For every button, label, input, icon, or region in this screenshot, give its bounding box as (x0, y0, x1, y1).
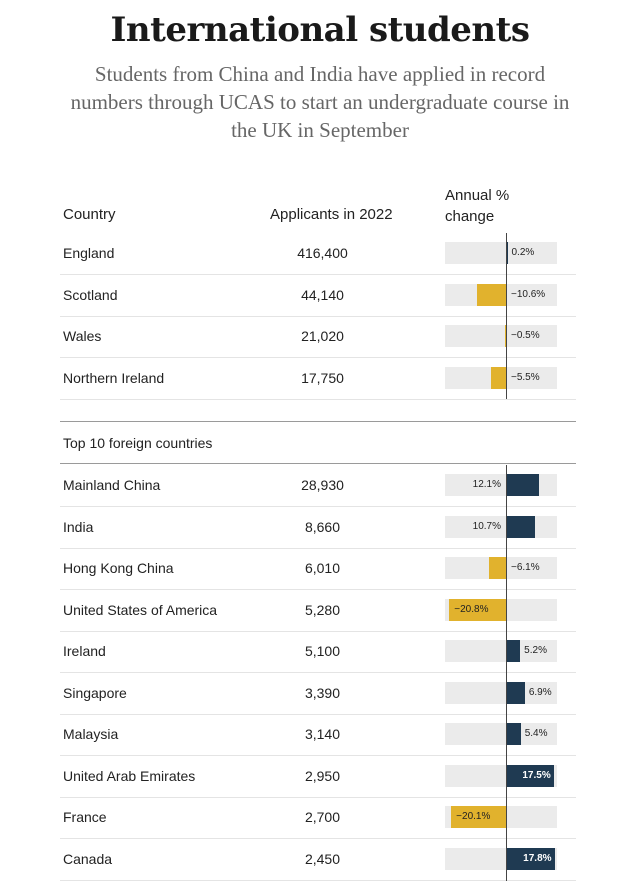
table-row: Singapore 3,390 6.9% (60, 673, 576, 715)
change-bar-negative (449, 598, 506, 621)
applicants-value: 3,140 (304, 726, 341, 742)
country-name: Wales (63, 328, 102, 344)
change-bar-negative (489, 557, 506, 579)
applicants-value: 8,660 (304, 518, 341, 535)
country-name: Canada (63, 850, 113, 867)
applicants-value: 5,280 (304, 601, 341, 618)
change-bar-negative (504, 325, 506, 347)
country-name: Malaysia (63, 726, 119, 742)
country-name: Singapore (63, 684, 127, 701)
table-row: Northern Ireland 17,750 −5.5% (60, 358, 576, 400)
table-row: Malaysia 3,140 5.4% (60, 714, 576, 756)
section-divider-top (60, 421, 576, 422)
country-name: United Arab Emirates (63, 767, 196, 784)
table-row: Hong Kong China 6,010 −6.1% (60, 548, 576, 590)
change-label: 10.7% (472, 520, 501, 532)
table-row: United States of America 5,280 −20.8% (60, 590, 576, 632)
change-bar-track (445, 723, 557, 745)
change-label: −0.5% (511, 330, 540, 341)
table-row: Wales 21,020 −0.5% (60, 316, 576, 358)
change-bar-track (445, 640, 557, 662)
change-label: 5.4% (524, 728, 548, 739)
change-label: −5.5% (511, 371, 540, 383)
table-row: Ireland 5,100 5.2% (60, 631, 576, 673)
zero-baseline-uk (506, 233, 507, 399)
applicants-value: 3,390 (304, 684, 341, 701)
applicants-value: 416,400 (297, 245, 348, 261)
column-header-applicants: Applicants in 2022 (270, 206, 393, 223)
applicants-value: 44,140 (301, 286, 344, 303)
change-bar-positive (506, 681, 525, 704)
country-name: India (63, 518, 94, 535)
page-title: International students (110, 10, 530, 50)
change-label: −10.6% (511, 288, 546, 300)
country-name: Northern Ireland (63, 369, 165, 386)
change-bar-positive (506, 474, 539, 496)
applicants-value: 6,010 (304, 560, 341, 576)
section-divider-bottom (60, 463, 576, 464)
change-label: 17.5% (522, 769, 551, 781)
change-bar-negative (491, 366, 506, 389)
country-name: England (63, 245, 115, 261)
country-name: Scotland (63, 286, 118, 303)
table-row: Canada 2,450 17.8% (60, 839, 576, 881)
applicants-value: 17,750 (301, 369, 344, 386)
table-row: United Arab Emirates 2,950 17.5% (60, 756, 576, 798)
country-name: United States of America (63, 601, 218, 618)
change-bar-positive (506, 847, 555, 870)
table-row: Mainland China 28,930 12.1% (60, 465, 576, 507)
applicants-value: 2,700 (304, 809, 341, 825)
change-bar-negative (451, 806, 506, 828)
table-row: India 8,660 10.7% (60, 507, 576, 549)
change-label: 17.8% (523, 852, 552, 864)
applicants-value: 2,950 (304, 767, 341, 784)
country-name: Ireland (63, 643, 106, 659)
table-row: Scotland 44,140 −10.6% (60, 275, 576, 317)
zero-baseline-foreign (506, 465, 507, 881)
applicants-value: 21,020 (301, 328, 344, 344)
applicants-value: 5,100 (304, 643, 341, 659)
country-name: Mainland China (63, 477, 161, 493)
change-bar-negative (477, 283, 506, 306)
column-header-annual-change: Annual % change (445, 187, 510, 225)
change-label: 0.2% (511, 247, 535, 258)
column-header-country: Country (63, 206, 116, 223)
change-bar-track (445, 681, 557, 704)
country-name: Hong Kong China (63, 560, 174, 576)
change-bar-positive (506, 764, 554, 787)
applicants-value: 2,450 (304, 850, 341, 867)
table-row: France 2,700 −20.1% (60, 797, 576, 839)
change-label: −20.1% (456, 811, 491, 822)
change-bar-track (445, 325, 557, 347)
change-label: 6.9% (528, 686, 552, 698)
country-name: France (63, 809, 107, 825)
change-bar-positive (506, 515, 536, 538)
change-label: −6.1% (511, 562, 540, 573)
change-label: −20.8% (454, 603, 489, 615)
change-bar-track (445, 242, 557, 264)
applicants-value: 28,930 (301, 477, 344, 493)
table-row: England 416,400 0.2% (60, 233, 576, 275)
page-subtitle: Students from China and India have appli… (70, 62, 570, 142)
change-label: 5.2% (524, 645, 547, 656)
change-label: 12.1% (472, 479, 501, 490)
section-label-foreign: Top 10 foreign countries (63, 435, 213, 451)
change-bar-positive (506, 723, 521, 745)
change-bar-positive (506, 640, 521, 662)
